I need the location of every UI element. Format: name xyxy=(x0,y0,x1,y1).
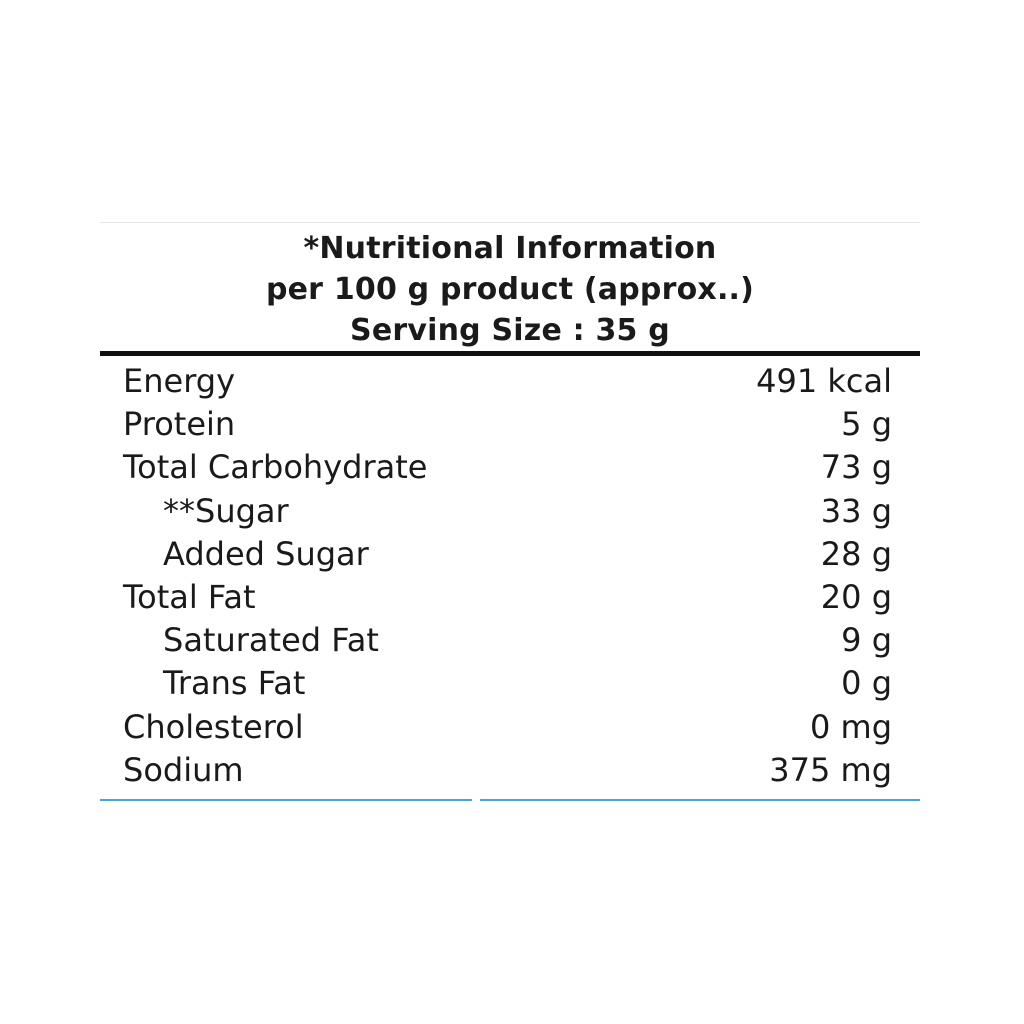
nutrient-row-sodium: Sodium 375 mg xyxy=(100,749,920,792)
nutrient-name: Protein xyxy=(123,405,236,444)
nutrient-row-cholesterol: Cholesterol 0 mg xyxy=(100,706,920,749)
nutrition-label: *Nutritional Information per 100 g produ… xyxy=(100,222,920,802)
nutrient-name: Saturated Fat xyxy=(163,621,379,660)
nutrient-name: Trans Fat xyxy=(163,664,306,703)
bottom-divider xyxy=(100,799,920,801)
nutrient-name: Total Carbohydrate xyxy=(123,448,428,487)
nutrient-value: 0 mg xyxy=(809,707,892,746)
header-basis: per 100 g product (approx..) xyxy=(265,272,755,307)
nutrient-value: 491 kcal xyxy=(756,362,892,400)
nutrient-value: 28 g xyxy=(820,534,892,573)
top-divider xyxy=(100,222,920,223)
bottom-divider-gap xyxy=(472,798,480,802)
nutrient-row-trans-fat: Trans Fat 0 g xyxy=(100,662,920,705)
nutrient-name: Energy xyxy=(123,362,236,400)
nutrient-row-sugar: **Sugar 33 g xyxy=(100,490,920,533)
nutrient-row-energy: Energy 491 kcal xyxy=(100,360,920,403)
nutrient-row-added-sugar: Added Sugar 28 g xyxy=(100,533,920,576)
header-serving-size: Serving Size : 35 g xyxy=(350,313,670,348)
nutrient-value: 5 g xyxy=(841,405,892,444)
nutrient-value: 33 g xyxy=(820,491,892,530)
nutrient-value: 0 g xyxy=(841,664,892,703)
header-divider xyxy=(100,351,920,356)
nutrient-row-total-fat: Total Fat 20 g xyxy=(100,576,920,619)
nutrient-row-total-carbohydrate: Total Carbohydrate 73 g xyxy=(100,446,920,489)
label-header: *Nutritional Information per 100 g produ… xyxy=(100,228,920,351)
nutrient-row-protein: Protein 5 g xyxy=(100,403,920,446)
nutrient-row-saturated-fat: Saturated Fat 9 g xyxy=(100,619,920,662)
nutrient-name: **Sugar xyxy=(163,491,289,530)
nutrient-value: 9 g xyxy=(841,621,892,660)
nutrient-table: Energy 491 kcal Protein 5 g Total Carboh… xyxy=(100,360,920,792)
nutrient-name: Sodium xyxy=(123,750,244,789)
nutrient-value: 20 g xyxy=(820,577,892,616)
nutrient-value: 73 g xyxy=(820,448,892,487)
nutrient-value: 375 mg xyxy=(769,750,892,789)
nutrient-name: Added Sugar xyxy=(163,534,369,573)
nutrient-name: Cholesterol xyxy=(123,707,304,746)
header-title: *Nutritional Information xyxy=(303,231,717,266)
nutrient-name: Total Fat xyxy=(123,577,256,616)
